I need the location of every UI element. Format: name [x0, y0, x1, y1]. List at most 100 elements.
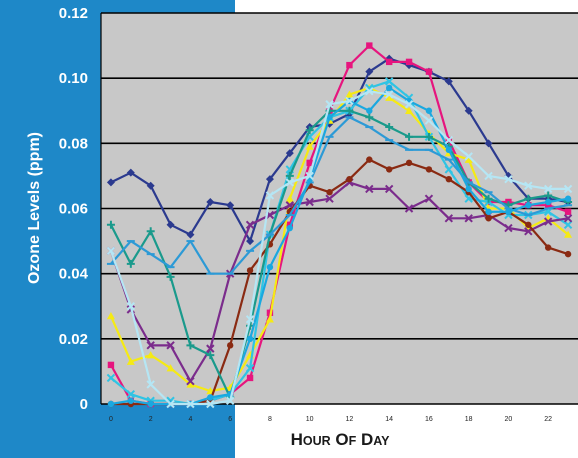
data-point: [286, 221, 294, 228]
data-point: [366, 156, 373, 163]
data-point: [524, 194, 533, 203]
data-point: [385, 93, 394, 101]
data-point: [305, 197, 314, 207]
data-point: [544, 244, 552, 251]
series-line: [110, 116, 569, 275]
series-line: [109, 86, 569, 393]
data-point: [404, 204, 414, 213]
data-point: [345, 90, 354, 98]
data-point: [444, 165, 454, 174]
data-point: [445, 175, 453, 183]
data-point: [225, 396, 235, 405]
data-point: [464, 152, 473, 161]
data-point: [425, 107, 433, 114]
x-tick-label: 20: [505, 416, 513, 423]
data-point: [106, 312, 115, 320]
data-point: [444, 77, 453, 86]
data-point: [206, 351, 215, 360]
data-point: [365, 86, 374, 96]
x-tick-label: 2: [149, 416, 153, 423]
data-point: [306, 159, 313, 167]
data-point: [166, 364, 175, 372]
data-point: [384, 77, 394, 86]
series-8: [106, 116, 573, 275]
data-point: [525, 221, 532, 228]
data-point: [127, 397, 135, 404]
data-point: [464, 155, 473, 163]
data-point: [146, 181, 155, 190]
x-tick-label: 12: [346, 416, 354, 423]
data-point: [366, 42, 373, 49]
data-point: [424, 194, 434, 203]
y-axis-label: Ozone Levels (ppm): [26, 132, 43, 284]
data-point: [384, 184, 394, 194]
data-point: [126, 259, 135, 268]
data-point: [126, 168, 135, 177]
data-point: [106, 373, 116, 383]
data-point: [563, 220, 573, 229]
data-point: [504, 174, 513, 184]
data-point: [206, 344, 215, 353]
data-point: [346, 61, 353, 69]
data-point: [485, 208, 492, 215]
data-point: [564, 195, 572, 202]
data-point: [246, 374, 254, 382]
series-10: [106, 86, 573, 409]
data-point: [325, 194, 334, 203]
data-point: [126, 302, 136, 311]
data-point: [505, 208, 512, 215]
x-tick-label: 6: [228, 416, 232, 423]
x-tick-label: 22: [544, 416, 552, 423]
data-point: [265, 315, 274, 323]
data-point: [186, 380, 195, 388]
y-tick-label: 0.04: [59, 266, 89, 283]
data-point: [226, 201, 235, 210]
data-point: [186, 341, 195, 350]
data-point: [425, 166, 433, 173]
data-point: [285, 149, 294, 158]
data-point: [345, 106, 354, 115]
data-point: [286, 224, 294, 232]
x-axis-label: HOUR OF DAY: [291, 430, 391, 449]
data-point: [245, 363, 255, 373]
data-point: [544, 191, 553, 200]
data-point: [166, 220, 175, 229]
data-point: [345, 96, 354, 106]
data-point: [206, 197, 215, 206]
data-point: [305, 171, 314, 181]
data-point: [147, 400, 154, 408]
data-point: [146, 341, 155, 350]
data-point: [424, 116, 434, 125]
data-point: [126, 357, 135, 365]
data-point: [346, 175, 353, 183]
data-point: [384, 90, 394, 99]
data-point: [464, 106, 473, 115]
data-point: [544, 198, 552, 206]
series-lines: [106, 42, 573, 409]
data-point: [246, 267, 254, 274]
data-point: [365, 184, 374, 194]
data-point: [385, 123, 394, 132]
series-line: [110, 57, 569, 243]
data-point: [385, 84, 393, 92]
data-point: [206, 399, 215, 409]
data-point: [385, 58, 393, 66]
data-point: [266, 263, 274, 271]
y-tick-label: 0.08: [59, 135, 88, 152]
data-point: [524, 181, 533, 190]
data-point: [424, 132, 433, 141]
x-tick-label: 18: [465, 416, 473, 423]
data-point: [246, 237, 255, 246]
x-tick-label: 0: [109, 416, 113, 423]
data-point: [245, 315, 255, 324]
data-point: [425, 68, 433, 75]
data-point: [484, 194, 493, 203]
data-point: [405, 159, 413, 167]
y-tick-label: 0.12: [59, 5, 88, 22]
data-point: [285, 178, 295, 187]
series-line: [109, 90, 569, 406]
x-tick-label: 4: [188, 416, 192, 423]
data-point: [146, 227, 155, 236]
data-point: [326, 114, 333, 121]
data-point: [385, 166, 393, 173]
